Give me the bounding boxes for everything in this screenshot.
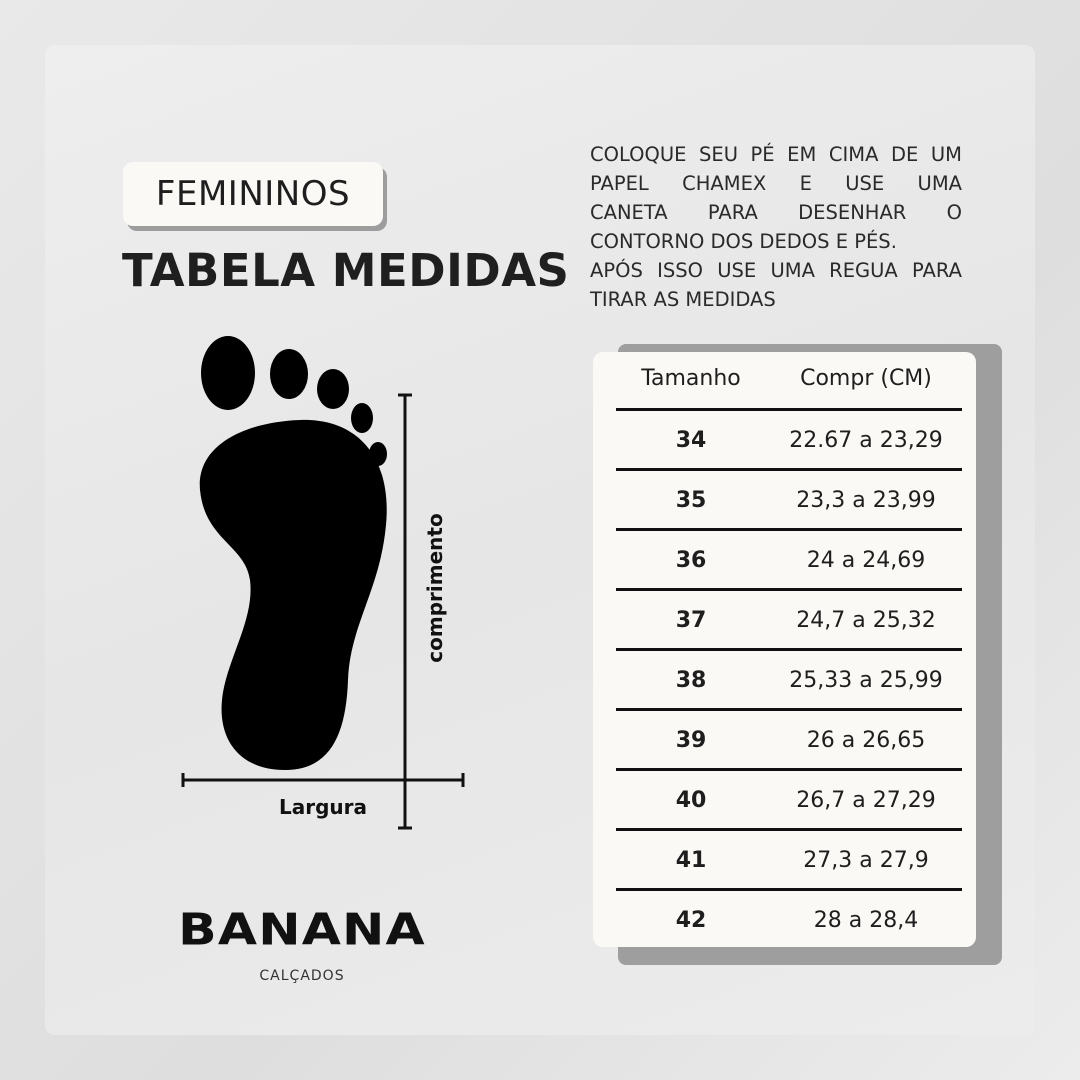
table-row: 38 25,33 a 25,99 — [593, 650, 976, 710]
row-divider — [616, 528, 962, 531]
table-row: 39 26 a 26,65 — [593, 710, 976, 770]
sole — [199, 419, 387, 770]
row-divider — [616, 588, 962, 591]
length-label: comprimento — [423, 513, 447, 663]
brand-logo: BANANA — [178, 904, 426, 956]
length-cell: 27,3 a 27,9 — [803, 847, 929, 873]
size-cell: 35 — [675, 487, 707, 513]
length-cell: 26 a 26,65 — [806, 727, 926, 753]
table-row: 37 24,7 a 25,32 — [593, 590, 976, 650]
table-row: 36 24 a 24,69 — [593, 530, 976, 590]
length-cell: 25,33 a 25,99 — [789, 667, 943, 693]
toe-3 — [317, 369, 349, 409]
instruction-line: TIRAR AS MEDIDAS — [590, 288, 776, 311]
toe-1 — [201, 336, 255, 410]
size-cell: 34 — [675, 427, 707, 453]
row-divider — [616, 768, 962, 771]
size-cell: 39 — [675, 727, 707, 753]
row-divider — [616, 408, 962, 411]
size-cell: 41 — [675, 847, 707, 873]
page-title: TABELA MEDIDAS — [122, 244, 570, 297]
row-divider — [616, 648, 962, 651]
row-divider — [616, 708, 962, 711]
instruction-line: APÓS ISSO USE UMA REGUA PARA — [590, 259, 962, 282]
table-row: 34 22.67 a 23,29 — [593, 410, 976, 470]
size-cell: 37 — [675, 607, 707, 633]
length-cell: 24 a 24,69 — [806, 547, 926, 573]
table-row: 42 28 a 28,4 — [593, 890, 976, 950]
toe-2 — [270, 349, 308, 399]
instruction-line: CANETA PARA DESENHAR O — [590, 201, 962, 224]
header-size: Tamanho — [641, 366, 741, 391]
row-divider — [616, 828, 962, 831]
instruction-line: COLOQUE SEU PÉ EM CIMA DE UM — [590, 143, 962, 166]
length-cell: 24,7 a 25,32 — [796, 607, 936, 633]
measure-lines — [181, 393, 465, 830]
instruction-line: PAPEL CHAMEX E USE UMA — [590, 172, 962, 195]
table-row: 41 27,3 a 27,9 — [593, 830, 976, 890]
length-cell: 23,3 a 23,99 — [796, 487, 936, 513]
instructions: COLOQUE SEU PÉ EM CIMA DE UM PAPEL CHAME… — [590, 140, 962, 314]
size-cell: 42 — [675, 907, 707, 933]
row-divider — [616, 468, 962, 471]
size-cell: 38 — [675, 667, 707, 693]
table-row: 40 26,7 a 27,29 — [593, 770, 976, 830]
header-length: Compr (CM) — [800, 366, 932, 391]
size-cell: 36 — [675, 547, 707, 573]
width-label: Largura — [278, 795, 368, 819]
brand-subtitle: CALÇADOS — [259, 968, 345, 984]
size-table: Tamanho Compr (CM) 34 22.67 a 23,29 35 23,3… — [593, 352, 976, 947]
size-cell: 40 — [675, 787, 707, 813]
length-cell: 26,7 a 27,29 — [796, 787, 936, 813]
instruction-line: CONTORNO DOS DEDOS E PÉS. — [590, 230, 897, 253]
category-badge: FEMININOS — [123, 162, 383, 226]
foot-icon — [199, 336, 387, 770]
length-cell: 28 a 28,4 — [813, 907, 919, 933]
table-row: 35 23,3 a 23,99 — [593, 470, 976, 530]
toe-4 — [351, 403, 373, 433]
row-divider — [616, 888, 962, 891]
table-header: Tamanho Compr (CM) — [593, 366, 976, 406]
length-cell: 22.67 a 23,29 — [789, 427, 943, 453]
